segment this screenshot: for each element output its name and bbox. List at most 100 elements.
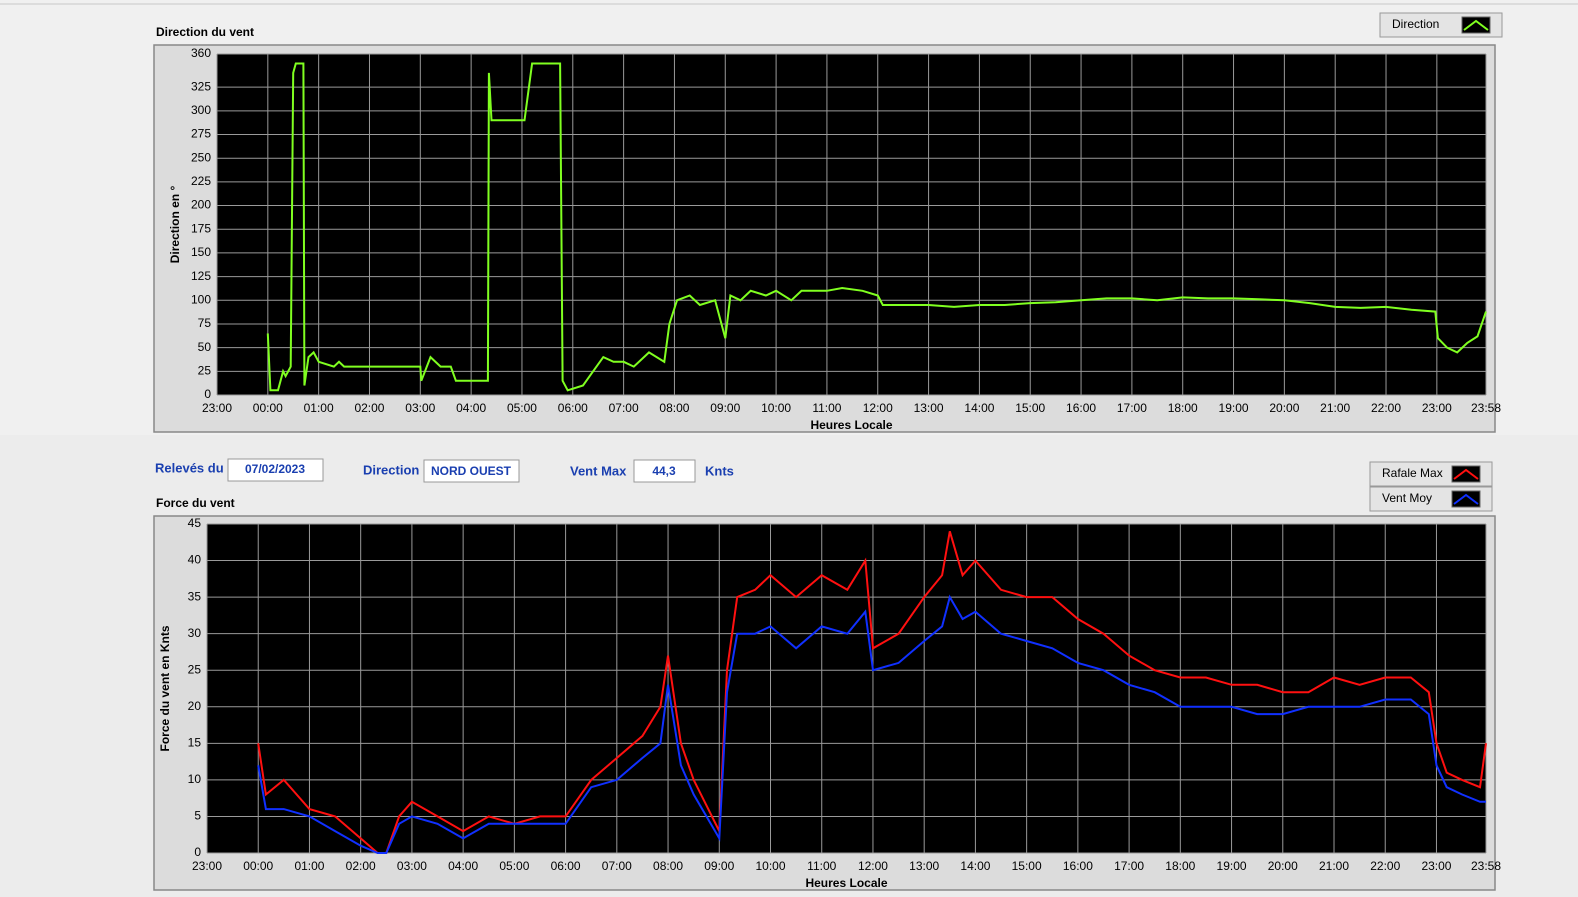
- x-tick-label: 11:00: [807, 859, 836, 873]
- x-tick-label: 17:00: [1114, 859, 1144, 873]
- y-tick-label: 25: [188, 662, 202, 676]
- x-tick-label: 23:00: [202, 401, 232, 415]
- x-tick-label: 03:00: [405, 401, 435, 415]
- x-tick-label: 03:00: [397, 859, 427, 873]
- x-tick-label: 12:00: [858, 859, 888, 873]
- x-tick-label: 09:00: [710, 401, 740, 415]
- x-tick-label: 06:00: [558, 401, 588, 415]
- y-tick-label: 250: [191, 150, 211, 164]
- date-label: Relevés du: [155, 460, 224, 475]
- legend-swatch-bg: [1461, 16, 1491, 34]
- y-tick-label: 175: [191, 221, 211, 235]
- legend-label: Rafale Max: [1382, 466, 1443, 480]
- x-tick-label: 08:00: [659, 401, 689, 415]
- y-axis-label: Direction en °: [168, 186, 182, 264]
- y-tick-label: 225: [191, 174, 211, 188]
- y-tick-label: 75: [198, 316, 212, 330]
- y-tick-label: 20: [188, 699, 202, 713]
- y-tick-label: 15: [188, 736, 202, 750]
- x-tick-label: 15:00: [1015, 401, 1045, 415]
- x-tick-label: 22:00: [1371, 401, 1401, 415]
- x-tick-label: 07:00: [609, 401, 639, 415]
- x-axis-label: Heures Locale: [810, 418, 892, 432]
- x-tick-label: 17:00: [1117, 401, 1147, 415]
- x-axis-label: Heures Locale: [805, 876, 887, 890]
- x-tick-label: 23:58: [1471, 859, 1501, 873]
- x-tick-label: 04:00: [448, 859, 478, 873]
- y-tick-label: 40: [188, 553, 202, 567]
- y-tick-label: 10: [188, 772, 202, 786]
- x-tick-label: 10:00: [761, 401, 791, 415]
- y-tick-label: 0: [204, 387, 211, 401]
- x-tick-label: 13:00: [914, 401, 944, 415]
- x-tick-label: 18:00: [1168, 401, 1198, 415]
- y-tick-label: 5: [194, 809, 201, 823]
- y-tick-label: 200: [191, 198, 211, 212]
- x-tick-label: 23:00: [192, 859, 222, 873]
- x-tick-label: 23:00: [1422, 401, 1452, 415]
- x-tick-label: 01:00: [294, 859, 324, 873]
- x-tick-label: 09:00: [704, 859, 734, 873]
- legend-label: Direction: [1392, 17, 1439, 31]
- unit-label: Knts: [705, 463, 734, 478]
- x-tick-label: 21:00: [1320, 401, 1350, 415]
- data-line: [257, 531, 1487, 854]
- x-tick-label: 22:00: [1370, 859, 1400, 873]
- x-tick-label: 00:00: [253, 401, 283, 415]
- plot-area: [217, 54, 1486, 395]
- max-value: 44,3: [652, 464, 676, 478]
- y-tick-label: 0: [194, 845, 201, 859]
- x-tick-label: 05:00: [499, 859, 529, 873]
- y-tick-label: 300: [191, 103, 211, 117]
- y-tick-label: 45: [188, 516, 202, 530]
- chart-title: Force du vent: [156, 496, 235, 510]
- y-tick-label: 150: [191, 245, 211, 259]
- plot-area: [207, 524, 1486, 853]
- direction-field[interactable]: [423, 459, 520, 483]
- legend-label: Vent Moy: [1382, 491, 1432, 505]
- legend-swatch: [1463, 19, 1489, 31]
- x-tick-label: 19:00: [1219, 401, 1249, 415]
- x-tick-label: 18:00: [1165, 859, 1195, 873]
- x-tick-label: 23:00: [1421, 859, 1451, 873]
- y-tick-label: 25: [198, 363, 212, 377]
- max-field[interactable]: [633, 459, 696, 483]
- x-tick-label: 08:00: [653, 859, 683, 873]
- y-tick-label: 30: [188, 626, 202, 640]
- date-value: 07/02/2023: [245, 462, 305, 476]
- x-tick-label: 14:00: [964, 401, 994, 415]
- x-tick-label: 16:00: [1063, 859, 1093, 873]
- y-tick-label: 275: [191, 127, 211, 141]
- x-tick-label: 23:58: [1471, 401, 1501, 415]
- x-tick-label: 19:00: [1217, 859, 1247, 873]
- y-tick-label: 35: [188, 589, 202, 603]
- x-tick-label: 11:00: [812, 401, 841, 415]
- direction-value: NORD OUEST: [431, 464, 512, 478]
- x-tick-label: 10:00: [755, 859, 785, 873]
- x-tick-label: 20:00: [1269, 401, 1299, 415]
- data-line: [266, 62, 1487, 392]
- direction-label: Direction: [363, 462, 419, 477]
- x-tick-label: 06:00: [551, 859, 581, 873]
- y-tick-label: 360: [191, 46, 211, 60]
- x-tick-label: 20:00: [1268, 859, 1298, 873]
- x-tick-label: 14:00: [960, 859, 990, 873]
- x-tick-label: 00:00: [243, 859, 273, 873]
- y-tick-label: 100: [191, 292, 211, 306]
- x-tick-label: 04:00: [456, 401, 486, 415]
- legend-swatch-bg: [1451, 465, 1481, 483]
- legend-swatch: [1453, 468, 1479, 480]
- legend-swatch-bg: [1451, 490, 1481, 508]
- max-label: Vent Max: [570, 463, 627, 478]
- x-tick-label: 02:00: [346, 859, 376, 873]
- legend-swatch: [1453, 493, 1479, 505]
- x-tick-label: 01:00: [304, 401, 334, 415]
- y-tick-label: 50: [198, 340, 212, 354]
- y-tick-label: 325: [191, 79, 211, 93]
- x-tick-label: 07:00: [602, 859, 632, 873]
- chart-title: Direction du vent: [156, 25, 254, 39]
- y-tick-label: 125: [191, 269, 211, 283]
- date-field[interactable]: [227, 458, 324, 482]
- x-tick-label: 02:00: [354, 401, 384, 415]
